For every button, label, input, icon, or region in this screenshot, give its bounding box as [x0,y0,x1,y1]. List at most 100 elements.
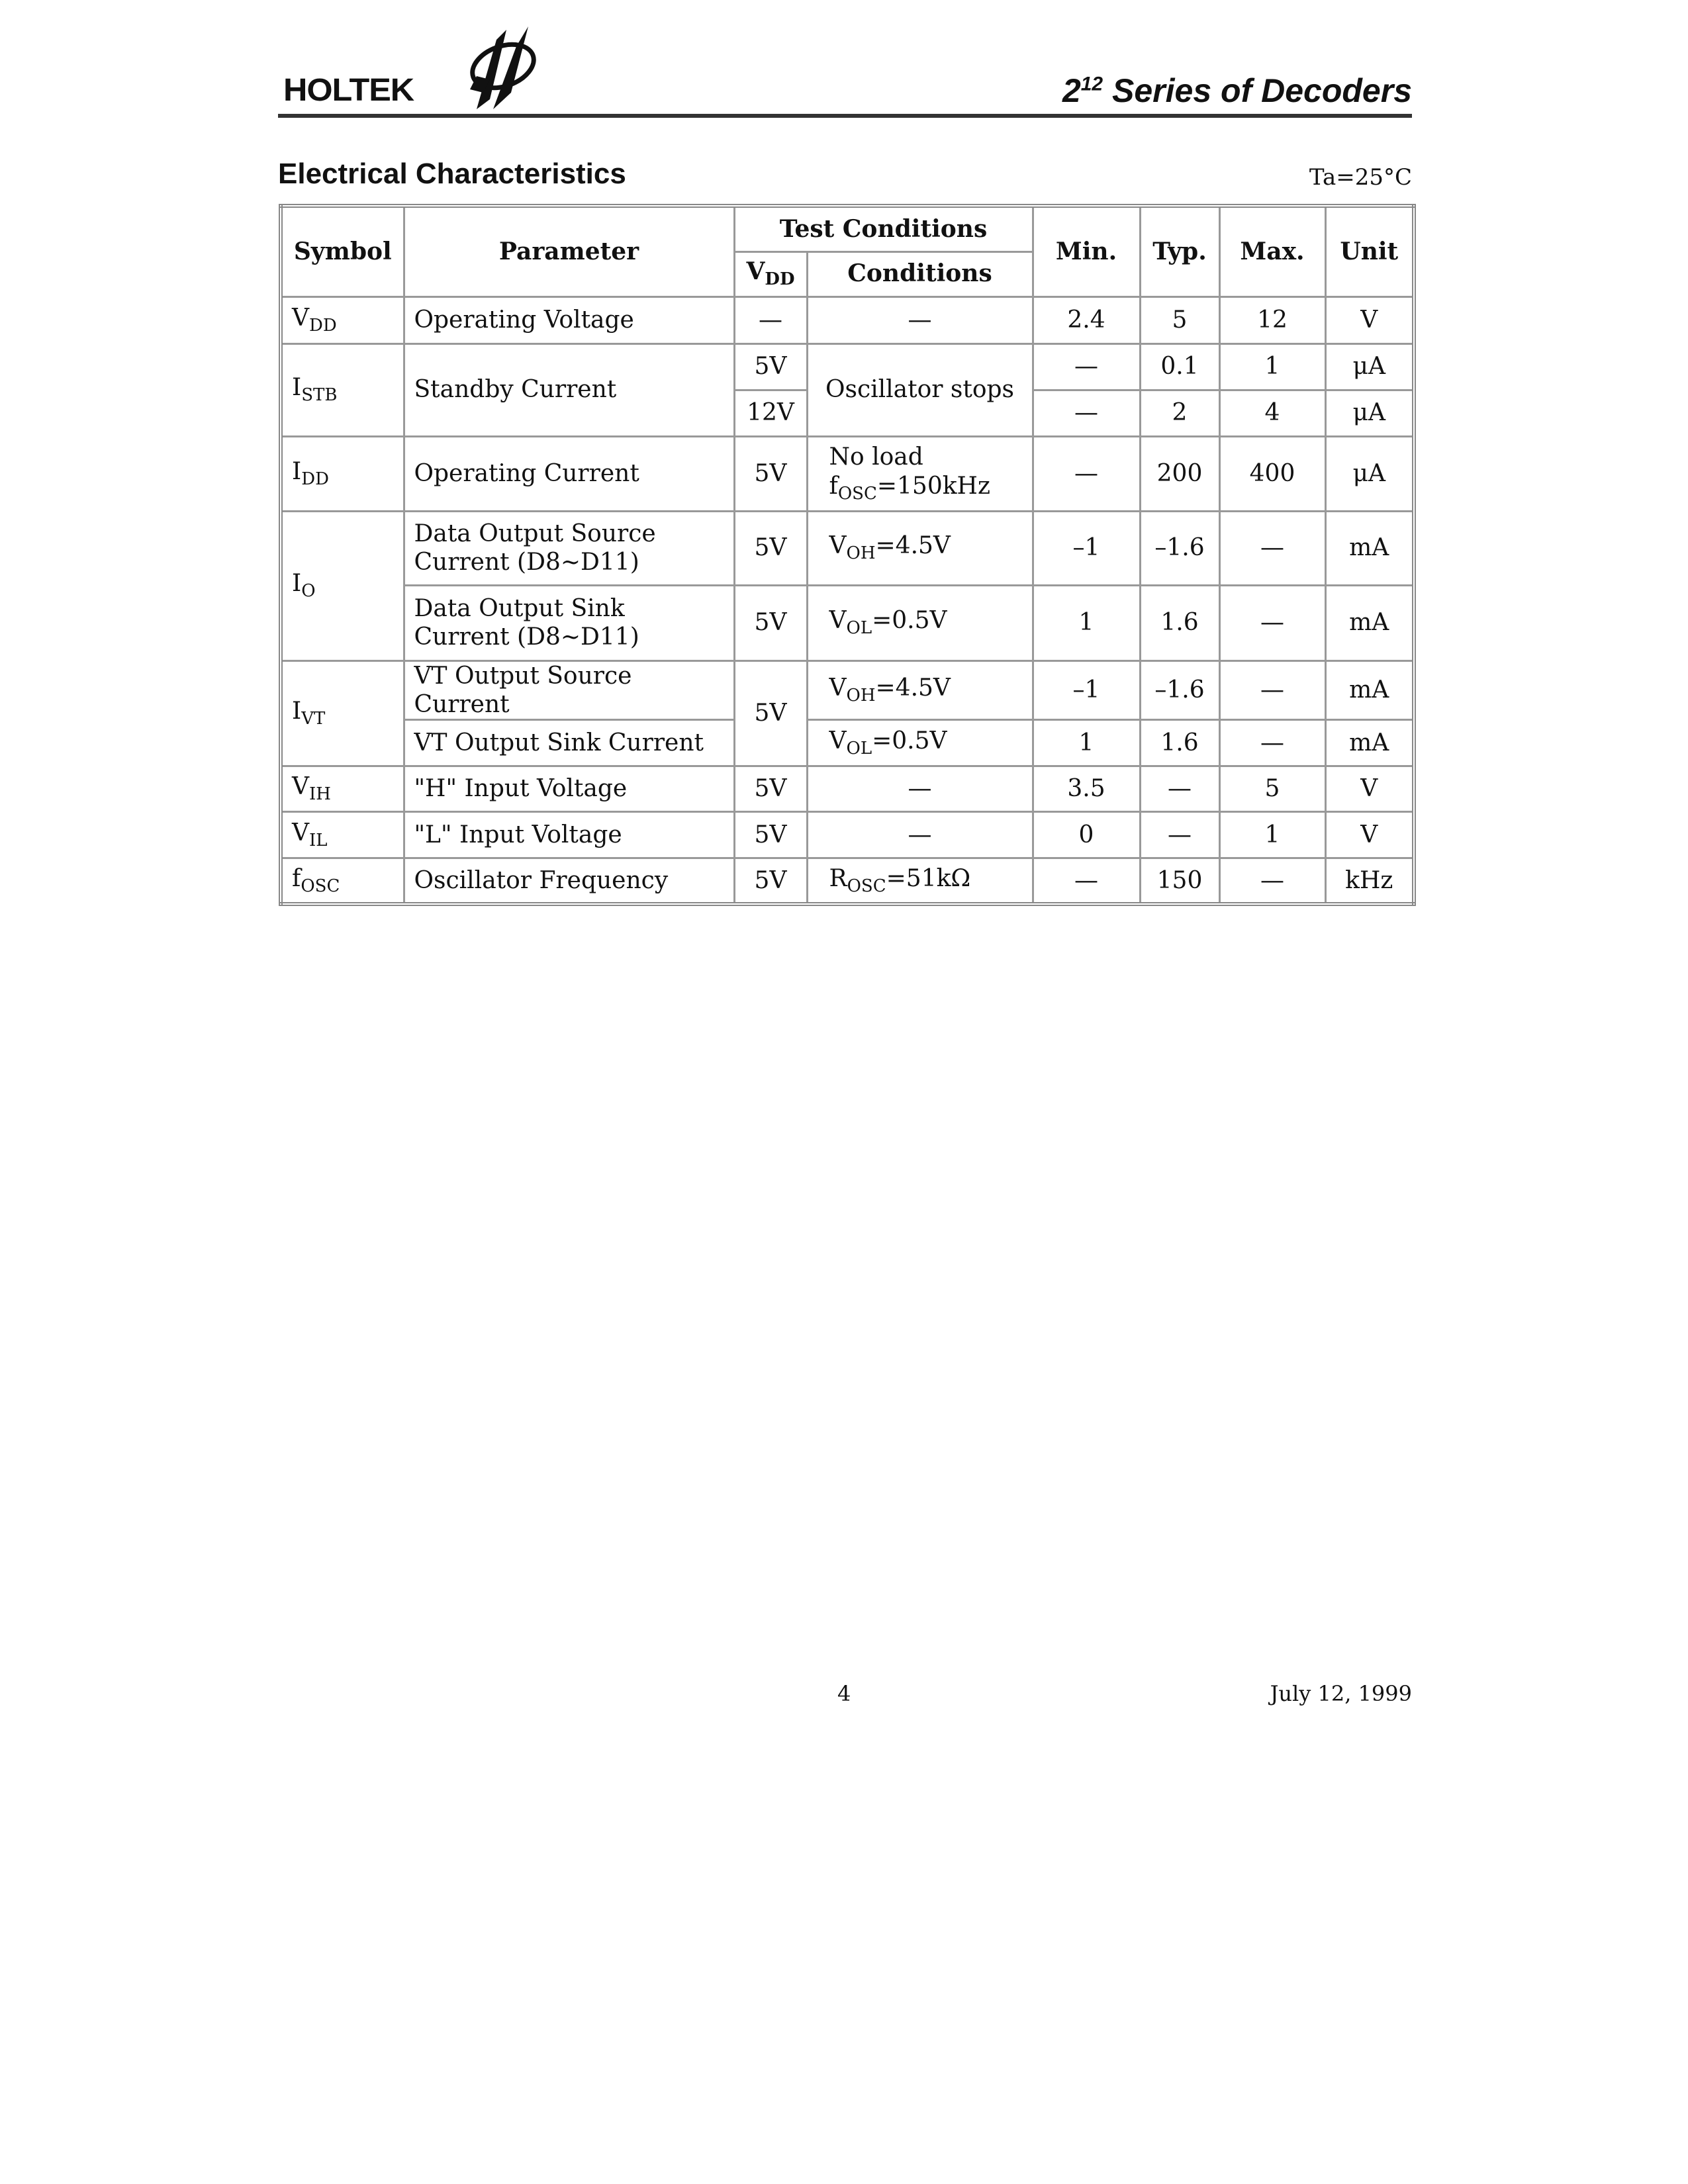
vdd: 5V [733,584,808,662]
min: 3.5 [1031,764,1141,813]
footer-date: July 12, 1999 [1270,1681,1412,1706]
holtek-logo: HOLTEK [278,26,543,113]
max: — [1218,718,1327,767]
vdd: 5V [733,764,808,813]
page-header: HOLTEK 212 Series of Decoders [278,26,1412,118]
max: — [1218,510,1327,586]
max: 1 [1218,342,1327,391]
typ: –1.6 [1139,659,1221,721]
symbol: VIL [279,810,405,859]
table-row: IO Data Output Source Current (D8~D11) 5V… [279,510,1415,662]
max: 1 [1218,810,1327,859]
min: — [1031,342,1141,391]
header-vdd: VDD [733,250,808,298]
conditions: Oscillator stops [806,342,1034,437]
vdd: 5V [733,342,808,391]
vdd: 12V [733,388,808,437]
typ: 2 [1139,388,1221,437]
unit: mA [1324,584,1415,662]
vdd: — [733,295,808,345]
table-row: VIL "L" Input Voltage 5V — 0 — 1 V [279,810,1415,859]
document-title: 212 Series of Decoders [1062,72,1412,109]
unit: mA [1324,659,1415,721]
parameter: "L" Input Voltage [402,810,735,859]
unit: μA [1324,342,1415,391]
max: 4 [1218,388,1327,437]
table-row: IDD Operating Current 5V No load fOSC=150… [279,435,1415,512]
logo-text: HOLTEK [283,73,414,108]
header-min: Min. [1031,205,1141,298]
typ: 150 [1139,856,1221,905]
min: — [1031,388,1141,437]
table-row: VT Output Sink Current VOL=0.5V 1 1.6 — … [281,718,1415,767]
header-symbol: Symbol [279,205,405,298]
vdd: 5V [733,856,808,905]
vdd: 5V [733,435,808,512]
unit: mA [1324,718,1415,767]
logo-mark-icon [470,26,536,109]
typ: — [1139,764,1221,813]
typ: 200 [1139,435,1221,512]
table-row: Data Output Sink Current (D8~D11) 5V VOL=… [281,584,1415,662]
unit: V [1324,810,1415,859]
header-test-conditions: Test Conditions [733,205,1034,253]
symbol: VDD [279,295,405,345]
table-row: VDD Operating Voltage — — 2.4 5 12 V [279,295,1415,345]
vdd: 5V [733,659,808,767]
conditions: VOH=4.5V [806,510,1034,586]
min: 1 [1031,718,1141,767]
typ: –1.6 [1139,510,1221,586]
vdd: 5V [733,810,808,859]
conditions: — [806,764,1034,813]
parameter: Data Output Sink Current (D8~D11) [402,584,735,662]
symbol: ISTB [279,342,405,437]
table-row: ISTB Standby Current 5V Oscillator stops… [279,342,1415,437]
parameter: Data Output Source Current (D8~D11) [402,510,735,586]
max: — [1218,659,1327,721]
conditions: No load fOSC=150kHz [806,435,1034,512]
unit: V [1324,764,1415,813]
header-conditions: Conditions [806,250,1034,298]
conditions: ROSC=51kΩ [806,856,1034,905]
max: — [1218,584,1327,662]
ambient-temperature: Ta=25°C [1309,164,1412,191]
max: 400 [1218,435,1327,512]
conditions: VOL=0.5V [806,718,1034,767]
min: –1 [1031,659,1141,721]
symbol: VIH [279,764,405,813]
max: 5 [1218,764,1327,813]
table-row: fOSC Oscillator Frequency 5V ROSC=51kΩ —… [279,856,1415,905]
min: 1 [1031,584,1141,662]
min: 2.4 [1031,295,1141,345]
header-typ: Typ. [1139,205,1221,298]
min: 0 [1031,810,1141,859]
symbol: fOSC [279,856,405,905]
min: — [1031,435,1141,512]
section-title: Electrical Characteristics [278,158,626,190]
conditions: — [806,810,1034,859]
max: — [1218,856,1327,905]
unit: μA [1324,435,1415,512]
parameter: Operating Current [402,435,735,512]
symbol: IO [279,510,405,662]
header-max: Max. [1218,205,1327,298]
parameter: Operating Voltage [402,295,735,345]
electrical-characteristics-table: Symbol Parameter Test Conditions Min. Ty… [279,204,1416,907]
conditions: — [806,295,1034,345]
parameter: VT Output Sink Current [402,718,735,767]
table-row: VIH "H" Input Voltage 5V — 3.5 — 5 V [279,764,1415,813]
parameter: Oscillator Frequency [402,856,735,905]
header-unit: Unit [1324,205,1415,298]
conditions: VOH=4.5V [806,659,1034,721]
typ: 1.6 [1139,584,1221,662]
page-number: 4 [837,1681,851,1706]
unit: V [1324,295,1415,345]
min: –1 [1031,510,1141,586]
typ: 1.6 [1139,718,1221,767]
table-row: IVT VT Output Source Current 5V VOH=4.5V… [279,659,1415,767]
conditions: VOL=0.5V [806,584,1034,662]
vdd: 5V [733,510,808,586]
typ: 5 [1139,295,1221,345]
table-row: 12V — 2 4 μA [281,388,1415,437]
min: — [1031,856,1141,905]
